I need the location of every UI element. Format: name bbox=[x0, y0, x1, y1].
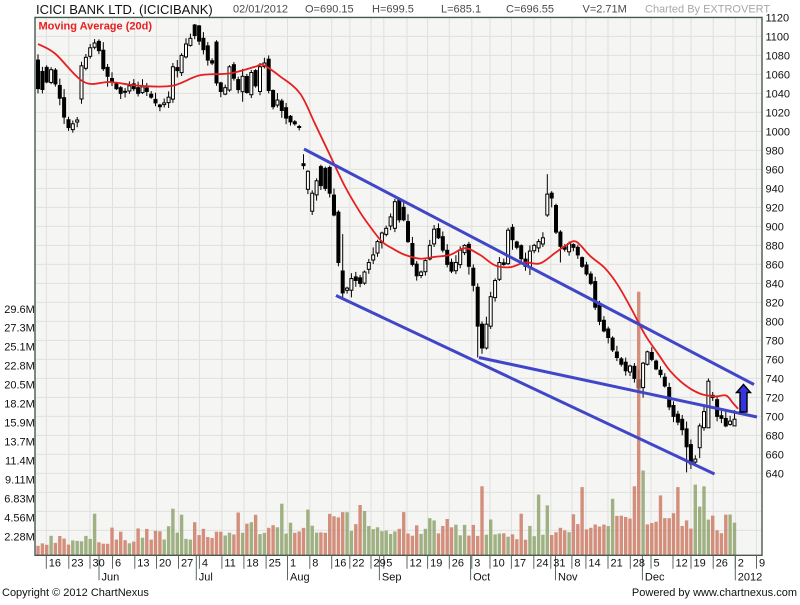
svg-text:25.1M: 25.1M bbox=[4, 342, 35, 354]
svg-text:19: 19 bbox=[694, 558, 706, 570]
svg-text:1080: 1080 bbox=[766, 50, 790, 62]
svg-text:28: 28 bbox=[633, 558, 645, 570]
svg-text:11.4M: 11.4M bbox=[5, 456, 35, 468]
svg-text:5: 5 bbox=[654, 558, 660, 570]
svg-text:22.8M: 22.8M bbox=[4, 361, 35, 373]
svg-text:20.5M: 20.5M bbox=[4, 380, 35, 392]
svg-text:Oct: Oct bbox=[473, 572, 490, 584]
svg-text:Dec: Dec bbox=[645, 572, 665, 584]
svg-text:22: 22 bbox=[352, 558, 364, 570]
svg-text:25: 25 bbox=[269, 558, 281, 570]
svg-text:24: 24 bbox=[536, 558, 548, 570]
svg-text:10: 10 bbox=[493, 558, 505, 570]
svg-text:8: 8 bbox=[312, 558, 318, 570]
svg-text:17: 17 bbox=[514, 558, 526, 570]
svg-text:20: 20 bbox=[159, 558, 171, 570]
svg-text:18: 18 bbox=[246, 558, 258, 570]
svg-text:21: 21 bbox=[611, 558, 623, 570]
svg-text:980: 980 bbox=[766, 145, 784, 157]
svg-text:8: 8 bbox=[574, 558, 580, 570]
svg-text:ICICI BANK LTD. (ICICIBANK): ICICI BANK LTD. (ICICIBANK) bbox=[36, 2, 213, 17]
svg-text:27.3M: 27.3M bbox=[4, 323, 35, 335]
svg-text:9.11M: 9.11M bbox=[5, 474, 35, 486]
svg-text:H=699.5: H=699.5 bbox=[372, 4, 414, 16]
svg-text:Moving Average (20d): Moving Average (20d) bbox=[39, 21, 153, 33]
svg-text:14: 14 bbox=[588, 558, 600, 570]
svg-text:16: 16 bbox=[334, 558, 346, 570]
svg-text:860: 860 bbox=[766, 259, 784, 271]
svg-text:29: 29 bbox=[374, 558, 386, 570]
svg-text:2: 2 bbox=[738, 558, 744, 570]
svg-text:1060: 1060 bbox=[766, 69, 790, 81]
svg-text:Jul: Jul bbox=[199, 572, 213, 584]
svg-text:V=2.71M: V=2.71M bbox=[583, 4, 627, 16]
svg-text:Sep: Sep bbox=[382, 572, 402, 584]
svg-text:920: 920 bbox=[766, 202, 784, 214]
svg-text:26: 26 bbox=[452, 558, 464, 570]
svg-text:1000: 1000 bbox=[766, 126, 790, 138]
svg-text:3: 3 bbox=[474, 558, 480, 570]
svg-text:1020: 1020 bbox=[766, 107, 790, 119]
svg-text:1100: 1100 bbox=[766, 31, 790, 43]
svg-text:4.56M: 4.56M bbox=[4, 512, 35, 524]
svg-text:9: 9 bbox=[759, 558, 765, 570]
svg-text:780: 780 bbox=[766, 335, 784, 347]
svg-text:940: 940 bbox=[766, 183, 784, 195]
svg-text:26: 26 bbox=[716, 558, 728, 570]
svg-text:23: 23 bbox=[71, 558, 83, 570]
svg-text:Jun: Jun bbox=[102, 572, 120, 584]
svg-text:5: 5 bbox=[386, 558, 392, 570]
svg-text:O=690.15: O=690.15 bbox=[305, 4, 354, 16]
svg-text:19: 19 bbox=[430, 558, 442, 570]
svg-text:800: 800 bbox=[766, 316, 784, 328]
svg-text:880: 880 bbox=[766, 240, 784, 252]
svg-text:1120: 1120 bbox=[766, 12, 790, 24]
svg-text:2012: 2012 bbox=[738, 572, 762, 584]
svg-text:6.83M: 6.83M bbox=[4, 493, 35, 505]
svg-text:740: 740 bbox=[766, 373, 784, 385]
svg-text:Charted By EXTROVERT: Charted By EXTROVERT bbox=[645, 4, 770, 16]
svg-text:15.9M: 15.9M bbox=[4, 418, 35, 430]
svg-text:C=696.55: C=696.55 bbox=[506, 4, 554, 16]
svg-text:840: 840 bbox=[766, 278, 784, 290]
svg-text:18.2M: 18.2M bbox=[4, 399, 35, 411]
svg-text:16: 16 bbox=[49, 558, 61, 570]
svg-text:960: 960 bbox=[766, 164, 784, 176]
svg-text:640: 640 bbox=[766, 468, 784, 480]
svg-text:31: 31 bbox=[553, 558, 565, 570]
svg-text:660: 660 bbox=[766, 449, 784, 461]
svg-text:6: 6 bbox=[115, 558, 121, 570]
svg-text:12: 12 bbox=[410, 558, 422, 570]
svg-text:900: 900 bbox=[766, 221, 784, 233]
svg-text:29.6M: 29.6M bbox=[4, 304, 35, 316]
svg-text:Aug: Aug bbox=[290, 572, 310, 584]
svg-text:Copyright © 2012 ChartNexus: Copyright © 2012 ChartNexus bbox=[2, 587, 149, 599]
svg-text:12: 12 bbox=[676, 558, 688, 570]
svg-text:13.7M: 13.7M bbox=[4, 437, 35, 449]
svg-text:820: 820 bbox=[766, 297, 784, 309]
svg-text:02/01/2012: 02/01/2012 bbox=[233, 4, 288, 16]
svg-text:27: 27 bbox=[181, 558, 193, 570]
svg-text:11: 11 bbox=[224, 558, 235, 570]
svg-text:1040: 1040 bbox=[766, 88, 790, 100]
svg-text:13: 13 bbox=[137, 558, 149, 570]
svg-text:700: 700 bbox=[766, 411, 784, 423]
svg-text:1: 1 bbox=[290, 558, 296, 570]
svg-text:2.28M: 2.28M bbox=[4, 531, 35, 543]
svg-text:Nov: Nov bbox=[558, 572, 578, 584]
svg-text:760: 760 bbox=[766, 354, 784, 366]
svg-text:30: 30 bbox=[93, 558, 105, 570]
svg-text:L=685.1: L=685.1 bbox=[441, 4, 481, 16]
svg-text:680: 680 bbox=[766, 430, 784, 442]
svg-text:720: 720 bbox=[766, 392, 784, 404]
svg-text:Powered by www.chartnexus.com: Powered by www.chartnexus.com bbox=[632, 587, 797, 599]
svg-text:4: 4 bbox=[202, 558, 208, 570]
